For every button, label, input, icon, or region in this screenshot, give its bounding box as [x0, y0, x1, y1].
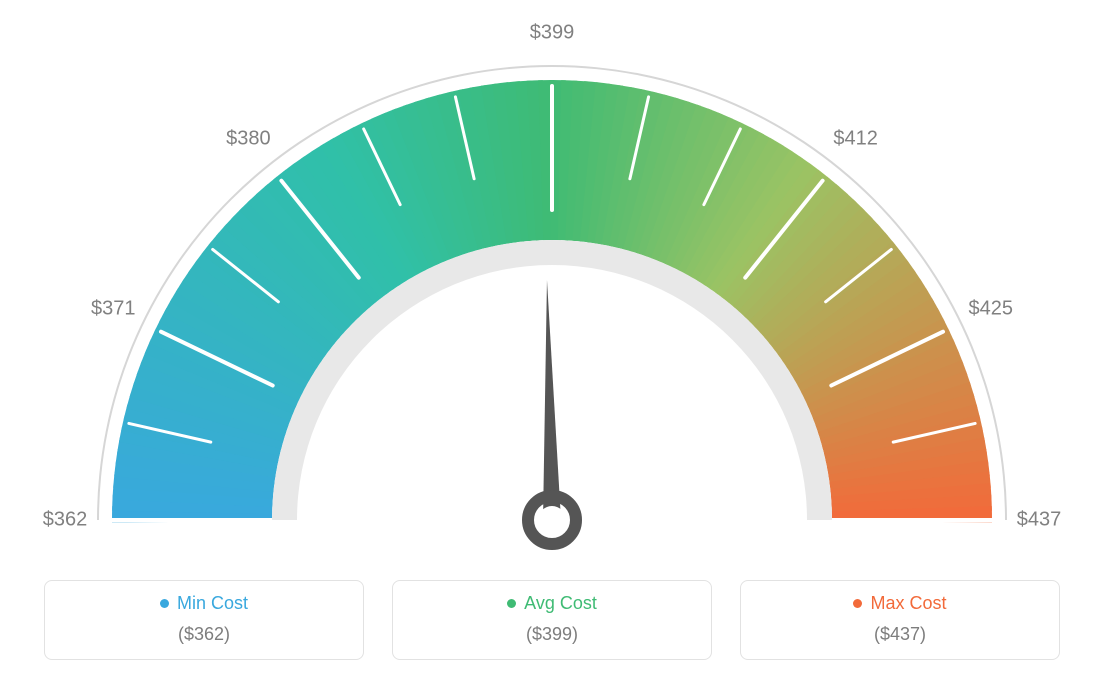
legend-value-min: ($362) [53, 624, 355, 645]
dot-avg-icon [507, 599, 516, 608]
gauge-tick-label: $380 [226, 128, 271, 151]
legend-box-min: Min Cost ($362) [44, 580, 364, 660]
legend-row: Min Cost ($362) Avg Cost ($399) Max Cost… [0, 580, 1104, 660]
gauge-chart: $362 $371 $380 $399 $412 $425 $437 [0, 0, 1104, 560]
dot-max-icon [853, 599, 862, 608]
legend-value-max: ($437) [749, 624, 1051, 645]
legend-box-avg: Avg Cost ($399) [392, 580, 712, 660]
legend-title-min: Min Cost [53, 593, 355, 614]
legend-title-max: Max Cost [749, 593, 1051, 614]
gauge-tick-label: $425 [969, 297, 1014, 320]
legend-title-avg: Avg Cost [401, 593, 703, 614]
gauge-tick-label: $371 [91, 297, 136, 320]
legend-box-max: Max Cost ($437) [740, 580, 1060, 660]
legend-label-min: Min Cost [177, 593, 248, 614]
gauge-tick-label: $437 [1017, 509, 1062, 532]
gauge-tick-label: $399 [530, 22, 575, 45]
legend-value-avg: ($399) [401, 624, 703, 645]
gauge-tick-label: $412 [833, 128, 878, 151]
gauge-tick-label: $362 [43, 509, 88, 532]
gauge-svg [0, 0, 1104, 560]
legend-label-avg: Avg Cost [524, 593, 597, 614]
dot-min-icon [160, 599, 169, 608]
legend-label-max: Max Cost [870, 593, 946, 614]
